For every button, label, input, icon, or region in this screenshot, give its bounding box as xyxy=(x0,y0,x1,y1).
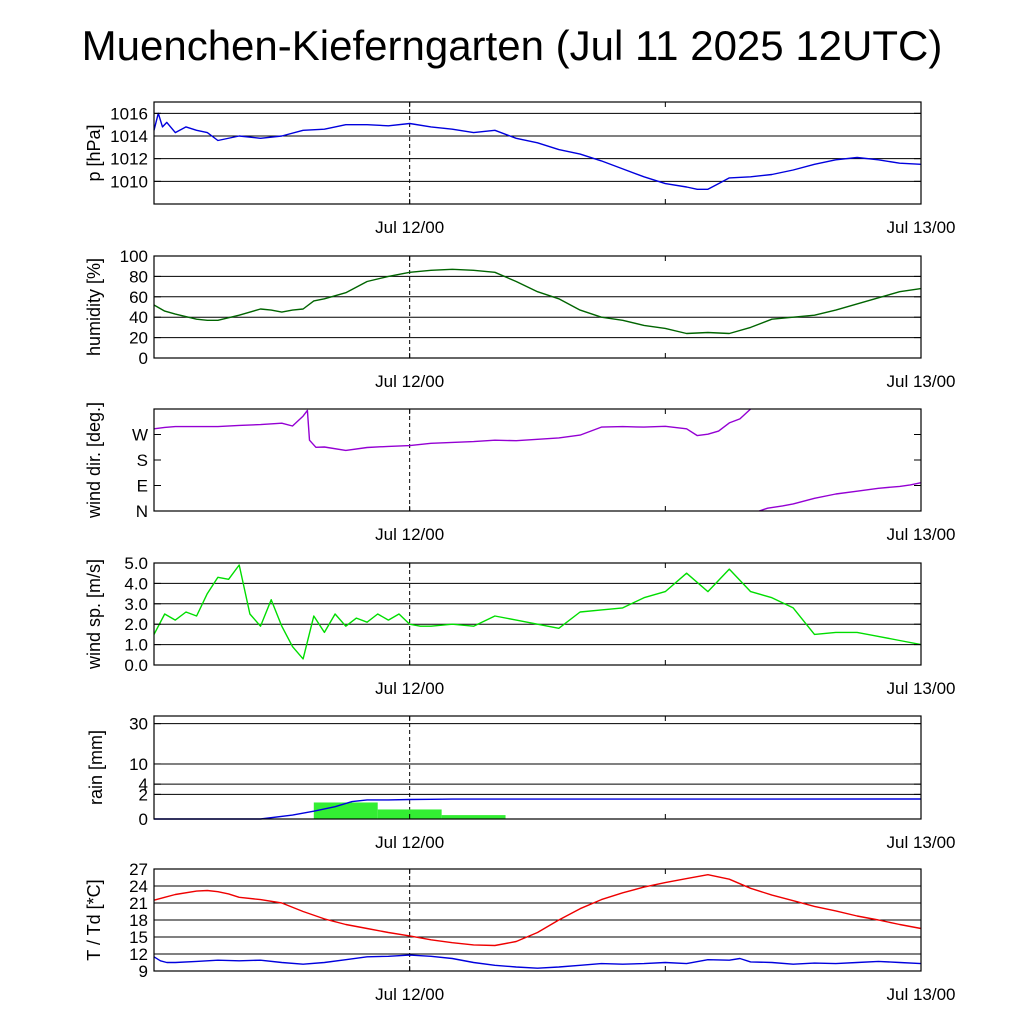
humidity-ytick-label: 20 xyxy=(129,329,148,348)
rain-ytick-label: 0 xyxy=(139,810,148,829)
wind_speed-ytick-label: 2.0 xyxy=(124,615,148,634)
wind_dir-ytick-label: S xyxy=(137,451,148,470)
pressure-ytick-label: 1016 xyxy=(110,104,148,123)
temperature-line xyxy=(153,874,922,947)
wind_speed-ytick-label: 3.0 xyxy=(124,595,148,614)
temp-ytick-label: 12 xyxy=(129,945,148,964)
temp-ytick-label: 21 xyxy=(129,894,148,913)
dewpoint-line xyxy=(153,954,922,969)
wind_speed-ytick-label: 5.0 xyxy=(124,554,148,573)
humidity-frame xyxy=(153,255,922,359)
wind-dir-line-2 xyxy=(758,482,922,512)
rain-frame xyxy=(153,715,922,820)
chart-title: Muenchen-Kieferngarten (Jul 11 2025 12UT… xyxy=(81,22,943,69)
rain-bar xyxy=(441,815,506,819)
rain-ylabel: rain [mm] xyxy=(86,730,106,805)
pressure-ylabel: p [hPa] xyxy=(84,124,104,181)
wind_speed-ylabel: wind sp. [m/s] xyxy=(84,559,104,670)
temp-ytick-label: 27 xyxy=(129,860,148,879)
temp-xtick-label: Jul 12/00 xyxy=(375,985,444,1004)
rain-ytick-label: 10 xyxy=(129,755,148,774)
wind_speed-frame xyxy=(153,562,922,666)
temp-ylabel: T / Td [*C] xyxy=(84,879,104,960)
rain-ytick-label: 30 xyxy=(129,715,148,734)
rain-xtick-label: Jul 12/00 xyxy=(375,833,444,852)
temp-xtick-label: Jul 13/00 xyxy=(887,985,956,1004)
humidity-ytick-label: 40 xyxy=(129,308,148,327)
wind_speed-ytick-label: 4.0 xyxy=(124,574,148,593)
pressure-ytick-label: 1010 xyxy=(110,172,148,191)
rain-ytick-label: 4 xyxy=(139,775,148,794)
rain-ytick-label: 2 xyxy=(139,785,148,804)
wind_dir-ytick-label: N xyxy=(136,502,148,521)
humidity-xtick-label: Jul 13/00 xyxy=(887,372,956,391)
wind_dir-ylabel: wind dir. [deg.] xyxy=(84,402,104,519)
pressure-xtick-label: Jul 12/00 xyxy=(375,218,444,237)
humidity-ytick-label: 100 xyxy=(120,247,148,266)
pressure-ytick-label: 1014 xyxy=(110,127,148,146)
humidity-xtick-label: Jul 12/00 xyxy=(375,372,444,391)
wind_dir-xtick-label: Jul 12/00 xyxy=(375,525,444,544)
temp-ytick-label: 18 xyxy=(129,911,148,930)
humidity-line xyxy=(153,268,922,335)
wind_speed-xtick-label: Jul 12/00 xyxy=(375,679,444,698)
wind_dir-ytick-label: E xyxy=(137,477,148,496)
wind-speed-line xyxy=(153,564,922,660)
rain-xtick-label: Jul 13/00 xyxy=(887,833,956,852)
wind_speed-ytick-label: 1.0 xyxy=(124,636,148,655)
rain-bar xyxy=(313,802,378,819)
pressure-ytick-label: 1012 xyxy=(110,150,148,169)
temp-ytick-label: 15 xyxy=(129,928,148,947)
wind_speed-xtick-label: Jul 13/00 xyxy=(887,679,956,698)
humidity-ytick-label: 0 xyxy=(139,349,148,368)
wind_dir-ytick-label: W xyxy=(132,426,148,445)
wind_speed-ytick-label: 0.0 xyxy=(124,656,148,675)
humidity-ylabel: humidity [%] xyxy=(84,258,104,356)
pressure-frame xyxy=(153,101,922,205)
humidity-ytick-label: 60 xyxy=(129,288,148,307)
wind-dir-line xyxy=(153,408,752,452)
temp-ytick-label: 9 xyxy=(139,962,148,981)
rain-cumulative-line xyxy=(154,798,922,820)
pressure-line xyxy=(153,112,922,191)
wind_dir-xtick-label: Jul 13/00 xyxy=(887,525,956,544)
humidity-ytick-label: 80 xyxy=(129,267,148,286)
pressure-xtick-label: Jul 13/00 xyxy=(887,218,956,237)
temp-ytick-label: 24 xyxy=(129,877,148,896)
